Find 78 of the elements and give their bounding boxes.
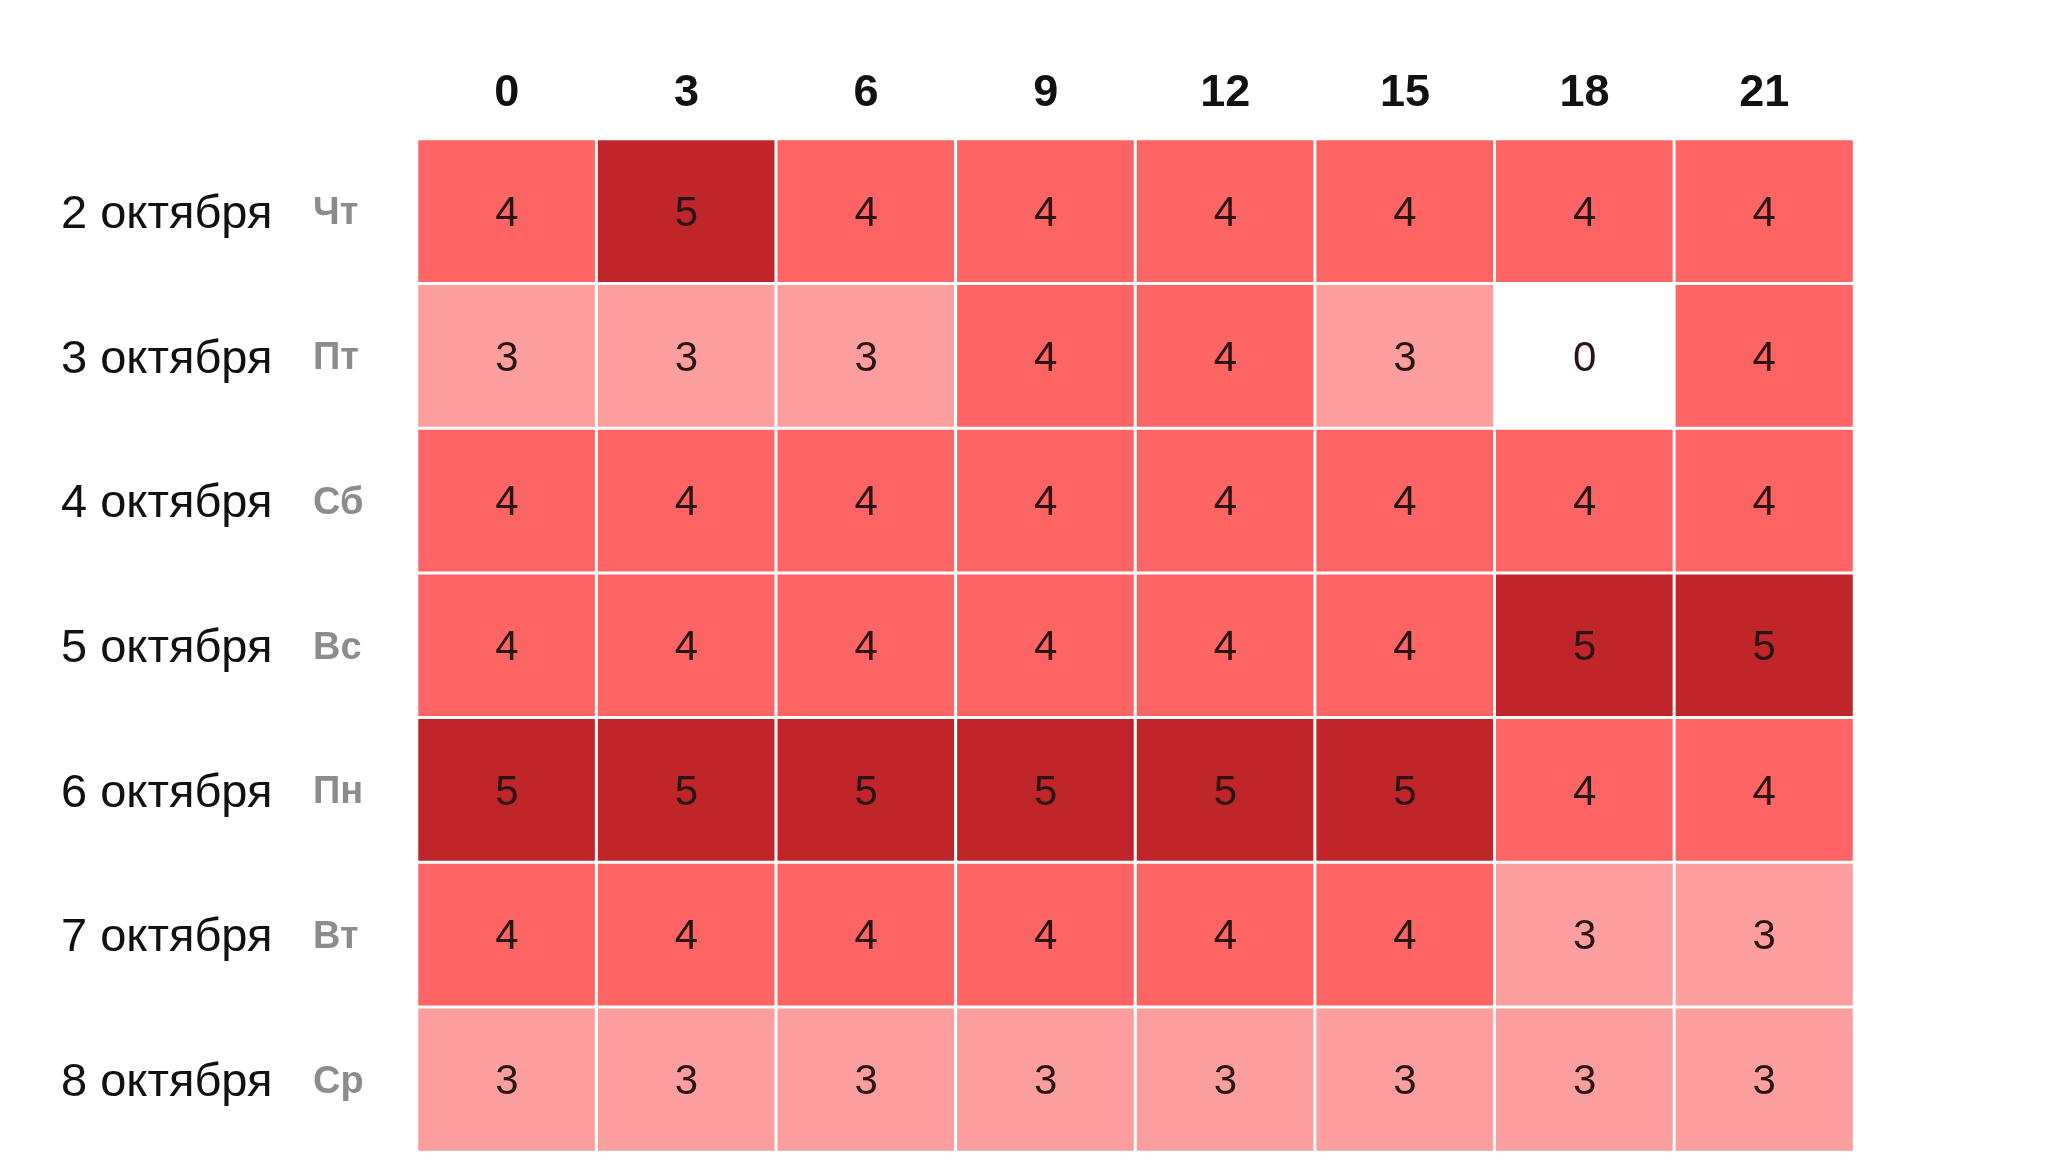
data-label: 4 — [854, 911, 878, 959]
x-tick-label: 21 — [1739, 65, 1790, 116]
data-label: 4 — [1213, 911, 1237, 959]
data-label: 4 — [495, 911, 519, 959]
data-label: 4 — [674, 477, 699, 525]
data-label: 5 — [1034, 766, 1058, 814]
x-tick-label: 6 — [853, 65, 879, 116]
data-label: 4 — [854, 187, 878, 235]
data-label: 5 — [1213, 766, 1237, 814]
data-label: 3 — [674, 332, 699, 380]
y2-tick-label: Сб — [313, 479, 364, 522]
data-label: 4 — [1034, 332, 1058, 380]
data-label: 4 — [1393, 187, 1417, 235]
data-label: 4 — [1034, 477, 1058, 525]
y2-tick-label: Вс — [313, 624, 362, 667]
data-label: 4 — [1572, 187, 1597, 235]
data-label: 5 — [854, 766, 878, 814]
y2-tick-label: Пт — [313, 335, 359, 378]
data-label: 4 — [674, 622, 699, 669]
data-label: 3 — [1213, 1056, 1237, 1104]
data-label: 5 — [1572, 622, 1597, 669]
data-label: 3 — [1572, 1056, 1597, 1104]
data-label: 4 — [1393, 622, 1417, 669]
data-label: 4 — [854, 477, 878, 525]
data-label: 5 — [674, 187, 699, 235]
data-label: 3 — [1034, 1056, 1058, 1104]
x-tick-label: 12 — [1200, 65, 1251, 116]
data-label: 4 — [1752, 766, 1776, 814]
data-label: 5 — [1752, 622, 1776, 669]
y2-tick-label: Ср — [313, 1058, 364, 1101]
data-label: 4 — [1213, 622, 1237, 669]
x-tick-label: 15 — [1379, 65, 1430, 116]
y-tick-label: 2 октября — [61, 184, 273, 238]
data-label: 4 — [495, 477, 519, 525]
data-label: 3 — [1393, 332, 1417, 380]
y-tick-label: 7 октября — [61, 908, 273, 962]
y-tick-label: 3 октября — [61, 329, 273, 383]
data-label: 5 — [495, 766, 519, 814]
x-tick-label: 9 — [1033, 65, 1059, 116]
y2-tick-label: Чт — [313, 190, 359, 233]
data-label: 3 — [1572, 911, 1597, 959]
data-label: 4 — [1572, 766, 1597, 814]
data-label: 3 — [1752, 1056, 1776, 1104]
data-label: 4 — [674, 911, 699, 959]
data-label: 4 — [1213, 477, 1237, 525]
data-label: 4 — [1393, 911, 1417, 959]
data-label: 4 — [1393, 477, 1417, 525]
data-label: 4 — [1034, 911, 1058, 959]
data-label: 3 — [854, 332, 878, 380]
y-tick-label: 6 октября — [61, 763, 273, 817]
data-label: 3 — [1752, 911, 1776, 959]
y-tick-label: 5 октября — [61, 619, 273, 672]
data-label: 3 — [495, 1056, 519, 1104]
data-label: 4 — [854, 622, 878, 669]
data-label: 4 — [1034, 187, 1058, 235]
y2-tick-label: Пн — [313, 769, 364, 812]
data-label: 4 — [1034, 622, 1058, 669]
data-label: 4 — [1572, 477, 1597, 525]
data-label: 5 — [674, 766, 699, 814]
data-label: 4 — [1752, 477, 1776, 525]
data-label: 5 — [1393, 766, 1417, 814]
y2-tick-label: Вт — [313, 913, 359, 956]
data-label: 4 — [1752, 187, 1776, 235]
x-tick-label: 3 — [673, 65, 699, 116]
data-label: 4 — [495, 187, 519, 235]
data-label: 3 — [1393, 1056, 1417, 1104]
data-label: 3 — [854, 1056, 878, 1104]
data-label: 3 — [674, 1056, 699, 1104]
data-label: 4 — [495, 622, 519, 669]
y-tick-label: 4 октября — [61, 474, 273, 528]
data-label: 4 — [1752, 332, 1776, 380]
x-tick-label: 0 — [494, 65, 520, 116]
x-tick-label: 18 — [1559, 65, 1610, 116]
data-label: 4 — [1213, 332, 1237, 380]
data-label: 4 — [1213, 187, 1237, 235]
data-label: 3 — [495, 332, 519, 380]
data-label: 0 — [1572, 332, 1597, 380]
y-tick-label: 8 октября — [61, 1053, 273, 1107]
